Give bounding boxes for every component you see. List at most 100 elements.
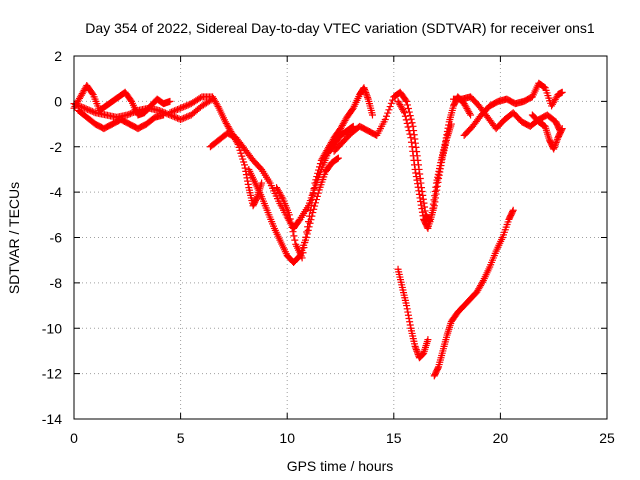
data-point-marker [389, 96, 397, 104]
data-point-marker [404, 101, 412, 109]
data-point-marker [309, 190, 317, 198]
data-point-marker [430, 196, 438, 204]
data-point-marker [76, 102, 84, 110]
data-point-marker [79, 104, 87, 112]
data-point-marker [558, 125, 566, 133]
data-point-marker [177, 116, 185, 124]
data-point-marker [409, 147, 417, 155]
data-point-marker [172, 114, 180, 122]
x-tick-label: 15 [386, 430, 402, 446]
data-point-marker [417, 179, 425, 187]
data-point-marker [178, 115, 186, 123]
data-point-marker [412, 143, 420, 151]
data-point-marker [310, 205, 318, 213]
x-tick-labels: 0 5 10 15 20 25 [70, 430, 615, 446]
data-point-marker [87, 107, 95, 115]
data-point-marker [412, 344, 420, 352]
data-point-marker [441, 140, 449, 148]
data-point-marker [407, 115, 415, 123]
data-point-marker [180, 114, 188, 122]
data-point-marker [298, 254, 306, 262]
data-point-marker [445, 121, 453, 129]
data-point-marker [175, 105, 183, 113]
data-point-marker [413, 176, 421, 184]
data-point-marker [73, 101, 81, 109]
data-point-marker [78, 103, 86, 111]
data-point-marker [362, 89, 370, 97]
data-point-marker [387, 99, 395, 107]
data-point-marker [313, 192, 321, 200]
data-point-marker [466, 109, 474, 117]
data-point-marker [313, 173, 321, 181]
data-point-marker [478, 278, 486, 286]
data-point-marker [177, 104, 185, 112]
data-point-marker [174, 114, 182, 122]
data-point-marker [552, 140, 560, 148]
data-point-marker [311, 202, 319, 210]
data-point-marker [405, 315, 413, 323]
data-point-marker [306, 207, 314, 215]
data-point-marker [196, 94, 204, 102]
data-point-marker [123, 111, 131, 119]
data-point-marker [186, 100, 194, 108]
y-axis-label: SDTVAR / TECUs [6, 182, 22, 294]
data-point-marker [171, 113, 179, 121]
data-point-marker [155, 106, 163, 114]
data-point-marker [286, 215, 294, 223]
data-point-marker [310, 185, 318, 193]
y-tick-label: 2 [54, 48, 62, 64]
data-point-marker [443, 128, 451, 136]
data-point-marker [315, 163, 323, 171]
data-point-marker [174, 105, 182, 113]
data-point-marker [407, 134, 415, 142]
data-point-marker [385, 106, 393, 114]
data-point-marker [406, 318, 414, 326]
data-point-marker [312, 199, 320, 207]
plot-frame [73, 55, 608, 420]
data-point-marker [360, 84, 368, 92]
data-point-marker [411, 165, 419, 173]
data-point-marker [241, 161, 249, 169]
data-point-marker [90, 108, 98, 116]
data-point-marker [415, 190, 423, 198]
data-point-marker [184, 112, 192, 120]
data-point-marker [285, 211, 293, 219]
data-point-marker [409, 152, 417, 160]
data-point-marker [311, 179, 319, 187]
data-point-marker [413, 347, 421, 355]
data-point-marker [307, 201, 315, 209]
y-tick-label: -2 [50, 139, 63, 155]
data-point-marker [126, 110, 134, 118]
data-point-marker [289, 228, 297, 236]
data-point-marker [443, 131, 451, 139]
data-point-marker [84, 105, 92, 113]
data-point-marker [404, 311, 412, 319]
data-point-marker [467, 111, 475, 119]
data-point-marker [408, 119, 416, 127]
data-point-marker [402, 96, 410, 104]
data-point-marker [361, 85, 369, 93]
data-point-marker [287, 219, 295, 227]
data-point-marker [401, 112, 409, 120]
data-point-marker [429, 204, 437, 212]
data-point-marker [132, 107, 140, 115]
data-point-marker [303, 228, 311, 236]
data-point-marker [306, 219, 314, 227]
data-point-marker [417, 198, 425, 206]
data-point-marker [442, 134, 450, 142]
y-tick-label: -14 [42, 411, 62, 427]
data-point-marker [288, 223, 296, 231]
data-point-marker [214, 103, 222, 111]
data-point-marker [429, 200, 437, 208]
data-point-marker [81, 104, 89, 112]
data-point-marker [404, 105, 412, 113]
data-point-marker [431, 192, 439, 200]
data-point-marker [304, 226, 312, 234]
data-point-marker [88, 107, 96, 115]
data-point-marker [407, 138, 415, 146]
data-point-marker [386, 103, 394, 111]
data-point-marker [381, 116, 389, 124]
data-point-marker [404, 308, 412, 316]
data-point-marker [368, 111, 376, 119]
